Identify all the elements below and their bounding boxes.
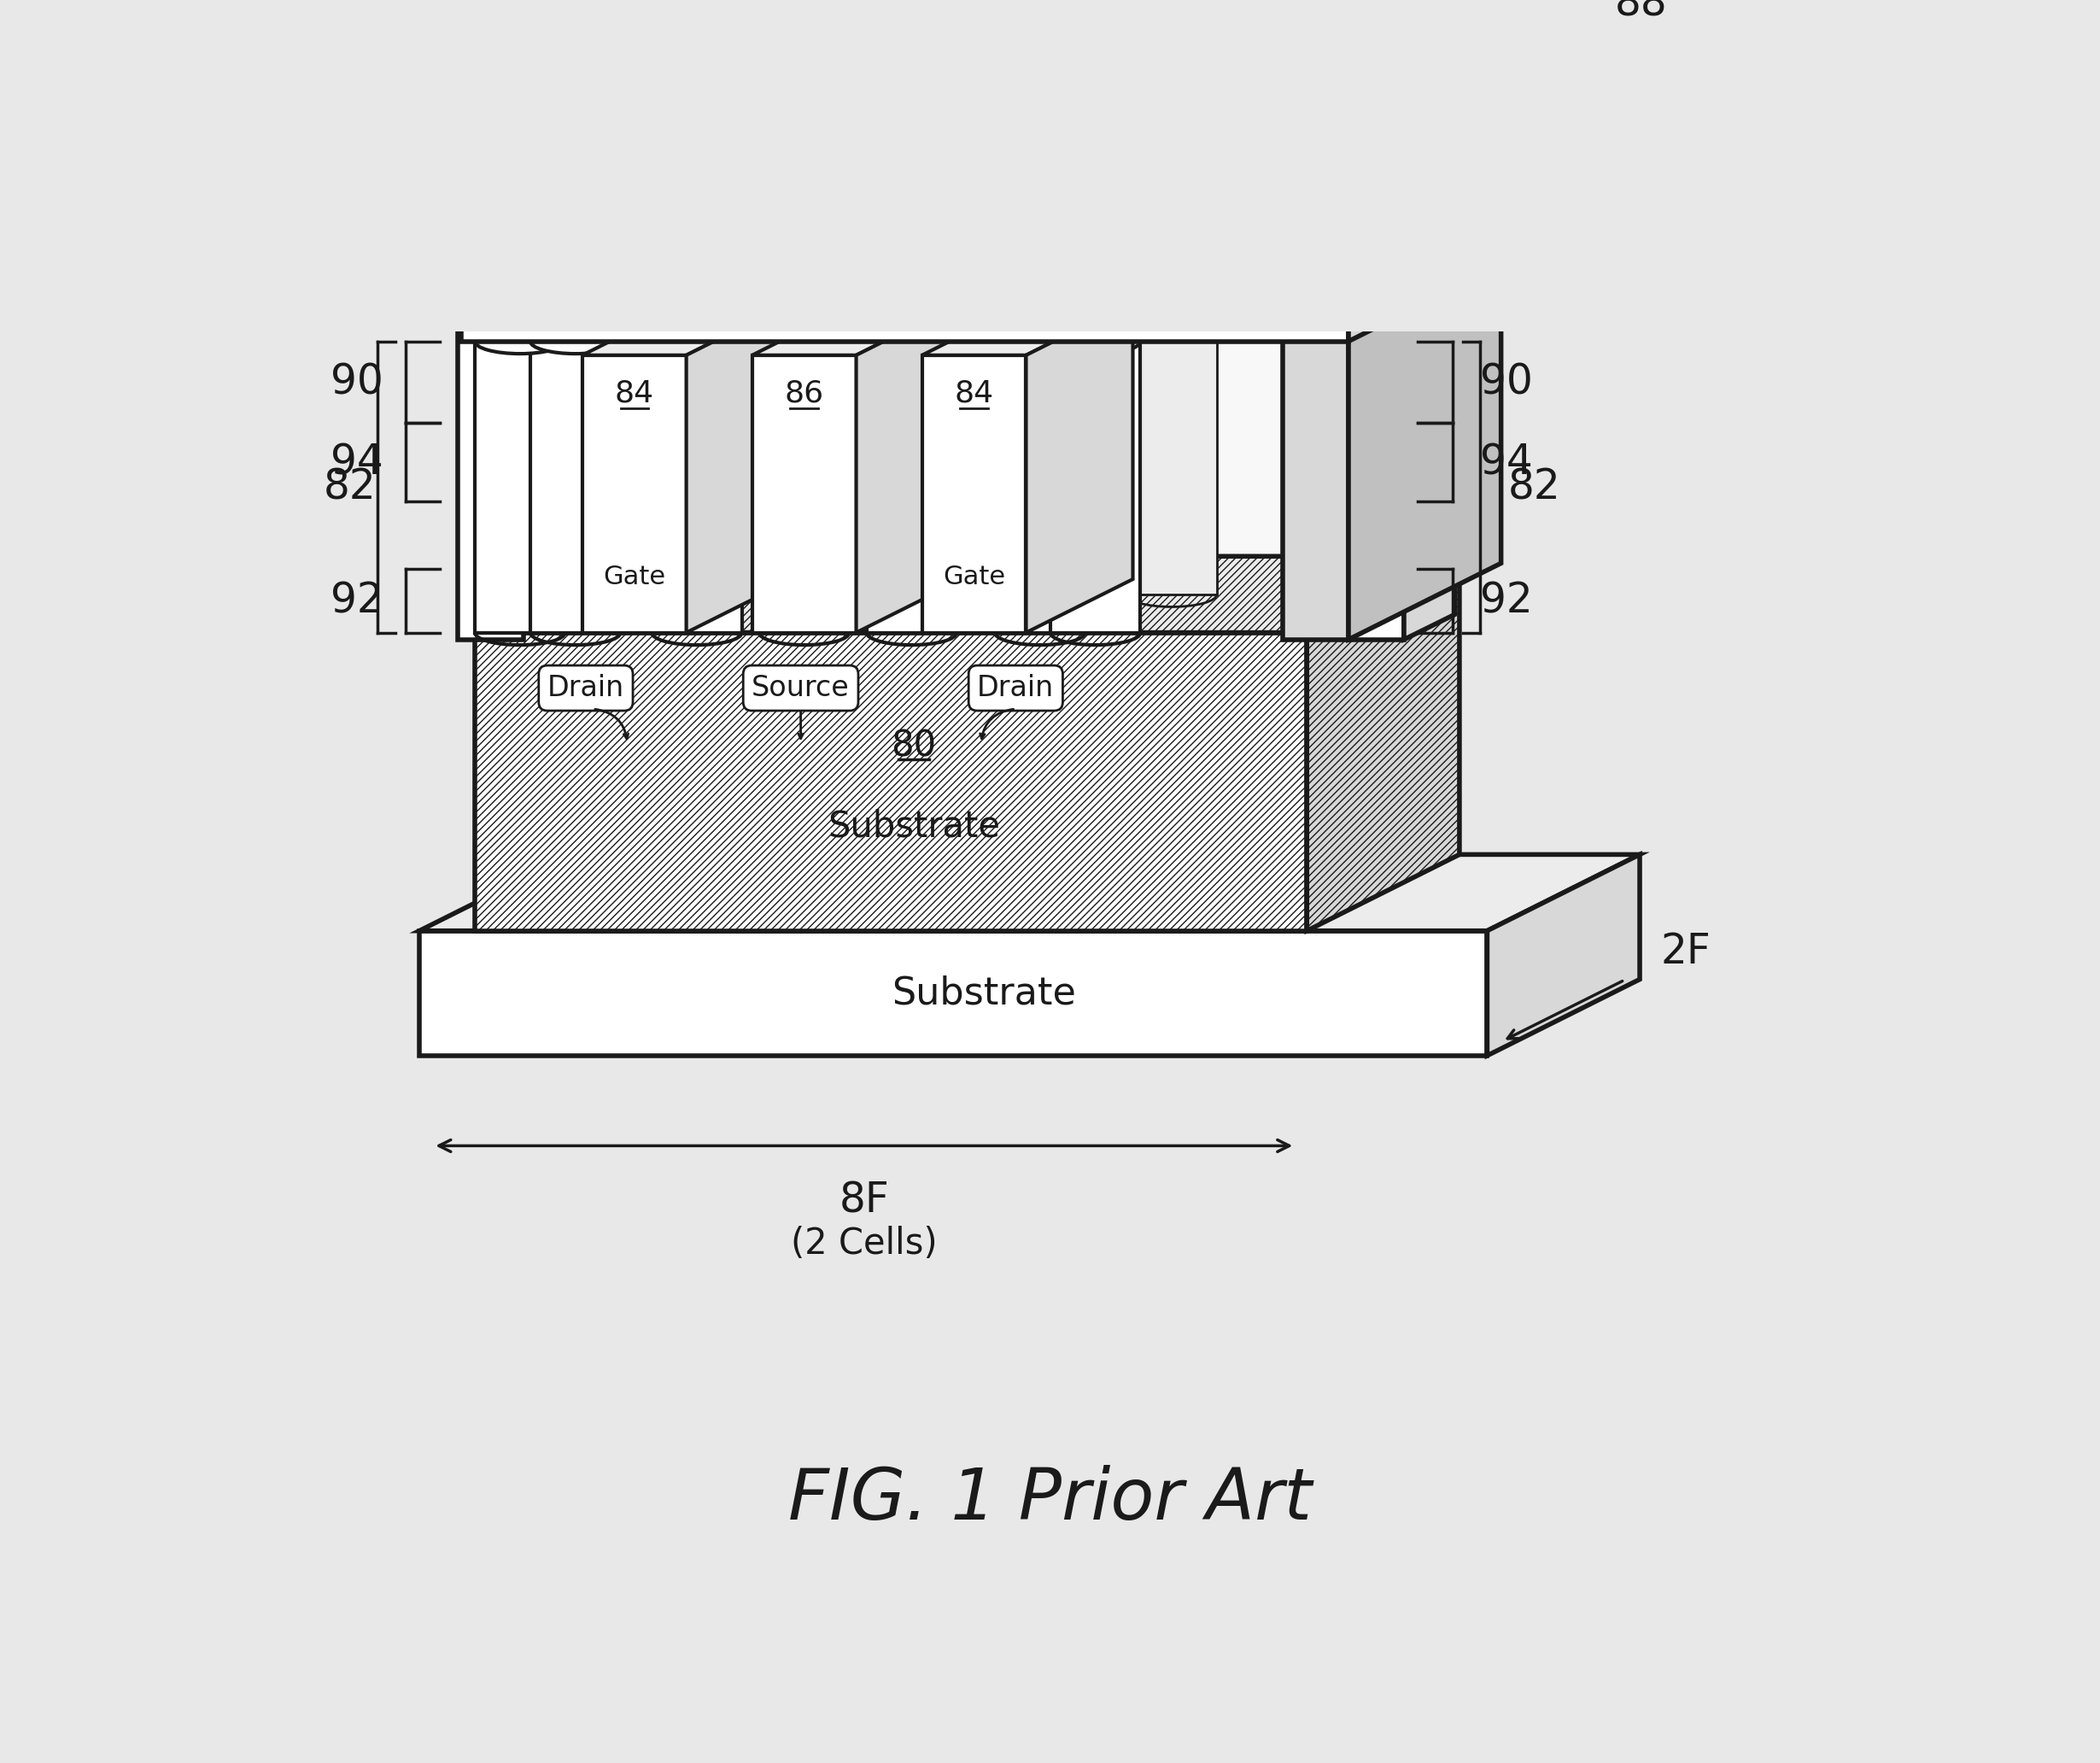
Polygon shape (867, 342, 958, 633)
Polygon shape (758, 342, 848, 633)
Polygon shape (531, 342, 619, 633)
Text: Substrate: Substrate (827, 809, 1000, 844)
Polygon shape (1126, 303, 1216, 594)
Text: 92: 92 (330, 580, 384, 621)
Text: Drain: Drain (977, 673, 1054, 702)
Polygon shape (857, 301, 964, 633)
Text: 2F: 2F (1661, 931, 1712, 971)
Polygon shape (752, 354, 857, 633)
Text: 82: 82 (323, 467, 376, 508)
Polygon shape (582, 354, 687, 633)
Polygon shape (1283, 250, 1502, 328)
Ellipse shape (995, 330, 1086, 354)
Polygon shape (475, 633, 1306, 931)
Polygon shape (582, 301, 794, 354)
Polygon shape (420, 931, 1487, 1056)
Polygon shape (496, 78, 1474, 153)
Text: 92: 92 (1480, 580, 1533, 621)
Polygon shape (1306, 557, 1460, 931)
Polygon shape (462, 250, 1348, 342)
Text: 84: 84 (953, 379, 993, 407)
Polygon shape (995, 342, 1086, 633)
Text: Substrate: Substrate (893, 975, 1075, 1012)
Ellipse shape (550, 291, 640, 316)
Polygon shape (550, 303, 640, 594)
Text: 88: 88 (1615, 0, 1667, 25)
Text: (2 Cells): (2 Cells) (792, 1225, 937, 1261)
Polygon shape (1321, 78, 1474, 238)
Text: 8F: 8F (840, 1181, 888, 1222)
Polygon shape (752, 301, 964, 354)
Ellipse shape (651, 330, 741, 354)
Ellipse shape (867, 330, 958, 354)
Text: FIG. 1 Prior Art: FIG. 1 Prior Art (788, 1465, 1312, 1534)
Ellipse shape (758, 330, 848, 354)
Polygon shape (687, 301, 794, 633)
Text: 82: 82 (1508, 467, 1560, 508)
Polygon shape (496, 153, 1321, 238)
Text: 84: 84 (615, 379, 653, 407)
Polygon shape (1348, 504, 1455, 529)
Polygon shape (1348, 529, 1405, 640)
Text: 80: 80 (890, 728, 937, 763)
Polygon shape (475, 342, 565, 633)
Text: 90: 90 (1480, 361, 1533, 402)
Text: 86: 86 (785, 379, 823, 407)
Text: 94: 94 (330, 443, 384, 483)
Text: Gate: Gate (943, 564, 1006, 589)
Text: Gate: Gate (603, 564, 666, 589)
Polygon shape (458, 328, 523, 640)
Polygon shape (1405, 504, 1455, 640)
Polygon shape (420, 855, 1640, 931)
Text: Drain: Drain (548, 673, 624, 702)
Ellipse shape (475, 330, 565, 354)
Polygon shape (1027, 301, 1132, 633)
Text: 94: 94 (1480, 443, 1533, 483)
Polygon shape (922, 301, 1132, 354)
Polygon shape (1348, 250, 1502, 640)
Polygon shape (922, 354, 1027, 633)
Polygon shape (628, 245, 1460, 855)
Polygon shape (458, 250, 676, 328)
Polygon shape (462, 175, 1502, 250)
Polygon shape (475, 557, 1460, 633)
Ellipse shape (1050, 330, 1140, 354)
Polygon shape (1050, 342, 1140, 633)
Polygon shape (1283, 328, 1348, 640)
Polygon shape (1348, 175, 1502, 342)
Ellipse shape (1126, 291, 1216, 316)
Text: 90: 90 (330, 361, 384, 402)
Polygon shape (1487, 855, 1640, 1056)
Text: Source: Source (752, 673, 851, 702)
Ellipse shape (531, 330, 619, 354)
Polygon shape (651, 342, 741, 633)
